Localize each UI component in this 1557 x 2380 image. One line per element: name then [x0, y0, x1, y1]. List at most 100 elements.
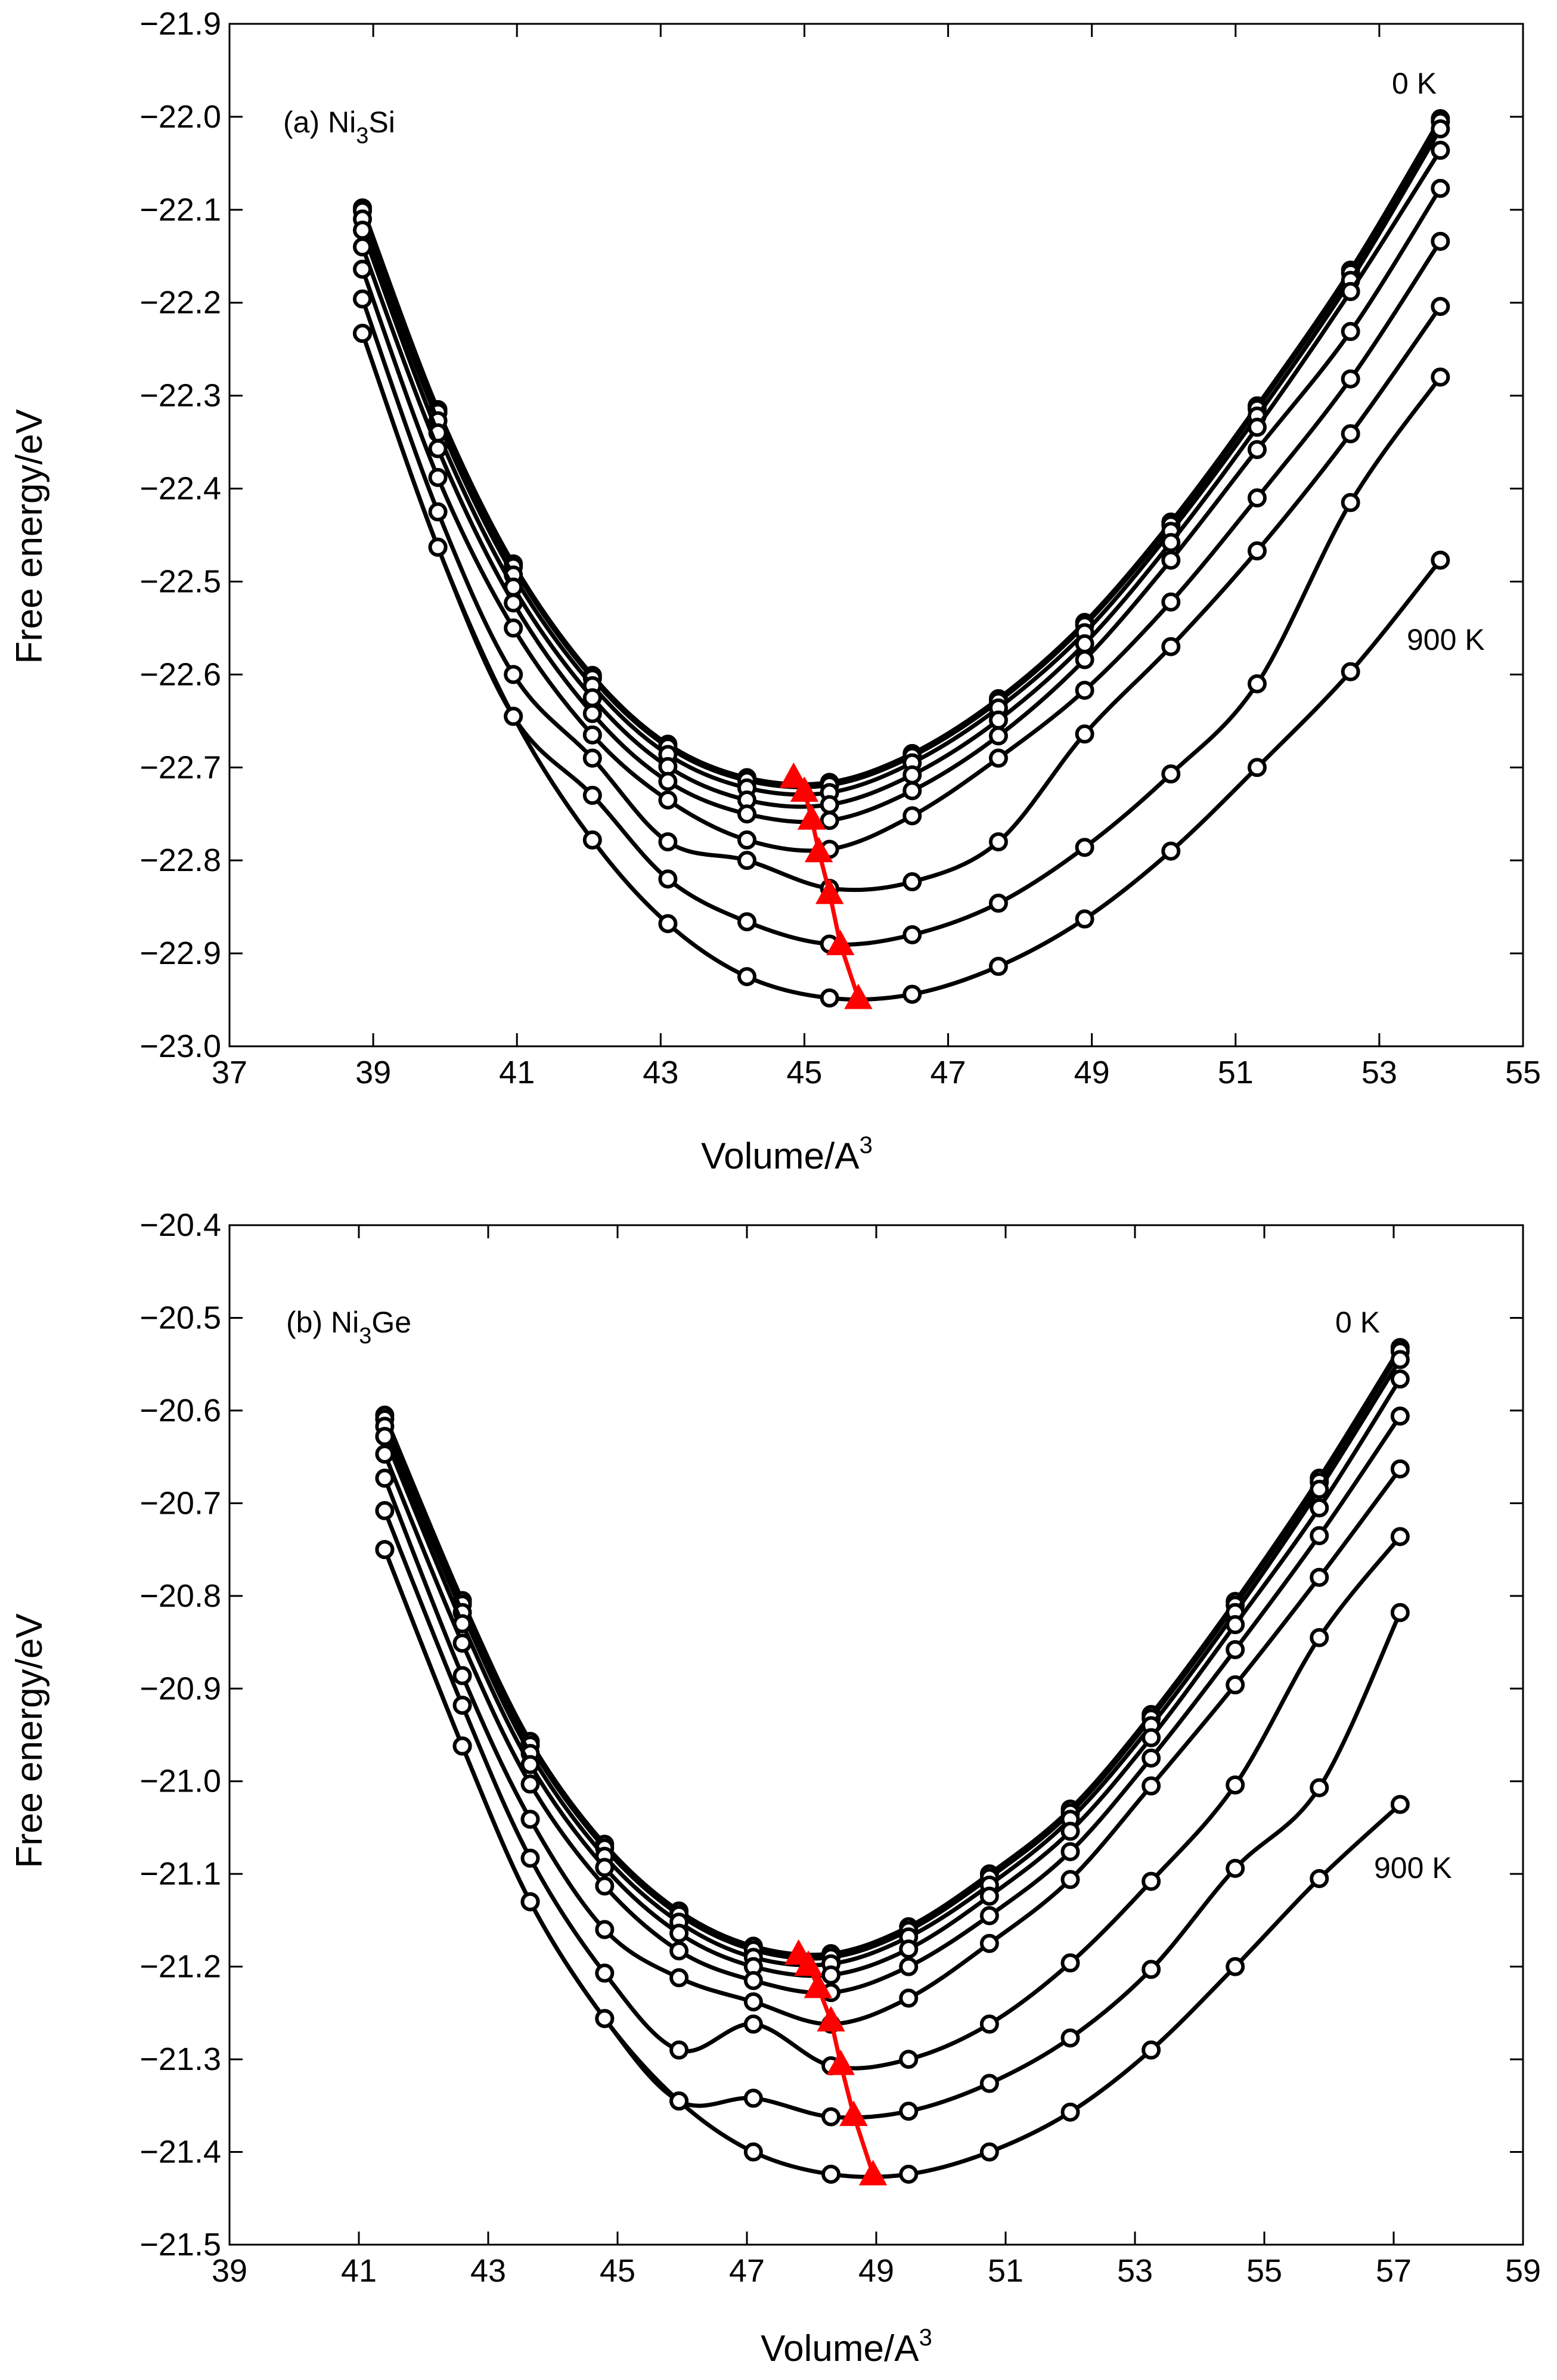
panel-a-data-point [902, 872, 922, 892]
panel-b-data-point [1142, 1871, 1161, 1891]
panel-a-data-point [1341, 322, 1360, 342]
panel-a-data-point [353, 324, 373, 343]
panel-b-series-900k [375, 1540, 1410, 2184]
panel-b-ytick-label: −20.7 [139, 1485, 221, 1521]
panel-a-data-point [658, 869, 678, 889]
panel-a-data-point [658, 771, 678, 791]
panel-a-data-point [1075, 724, 1094, 744]
panel-a-data-point [504, 706, 523, 726]
panel-b-data-point [669, 2040, 689, 2060]
panel-b-data-point [743, 2015, 763, 2034]
panel-a-ytick-label: −21.9 [139, 6, 221, 42]
panel-b-data-point [375, 1444, 395, 1464]
panel-a-data-point [1247, 440, 1267, 460]
panel-b-xtick-label: 45 [600, 2253, 635, 2289]
panel-b-data-point [595, 1920, 615, 1939]
panel-b-minimum-marker [804, 1972, 833, 1998]
panel-a-data-point [1431, 550, 1450, 570]
panel-a-series-300k [353, 141, 1450, 814]
panel-a-data-point [902, 984, 922, 1004]
panel-b-series-line [383, 1548, 1402, 2180]
panel-a-data-point [504, 665, 523, 684]
panel-b-data-point [1226, 1858, 1245, 1878]
panel-b-data-point [595, 1876, 615, 1896]
panel-b-xtick-label: 59 [1505, 2253, 1541, 2289]
panel-a-xtick-label: 47 [931, 1055, 966, 1090]
panel-a-data-point [902, 765, 922, 785]
panel-b-data-point [1310, 1567, 1329, 1587]
panel-b-xtick-label: 43 [470, 2253, 506, 2289]
panel-b-data-point [452, 1696, 472, 1715]
panel-b-data-point [1142, 1728, 1161, 1747]
panel-a-minimum-marker [826, 929, 855, 956]
panel-b-data-point [1060, 1821, 1080, 1841]
panel-b-data-point [669, 1941, 689, 1961]
panel-b-xtick-label: 51 [988, 2253, 1023, 2289]
panel-a-data-point [737, 830, 756, 850]
panel-b-xtick-label: 53 [1117, 2253, 1153, 2289]
panel-a-data-point [428, 439, 448, 458]
panel-b-data-point [1060, 1953, 1080, 1973]
panel-a-series-900k [353, 324, 1450, 1008]
panel-a-data-point [582, 830, 602, 850]
panel-b-data-point [1310, 1868, 1329, 1888]
panel-a-xtick-label: 53 [1361, 1055, 1397, 1090]
panel-b-data-point [1390, 1369, 1410, 1389]
panel-b-xtick-label: 57 [1376, 2253, 1412, 2289]
panel-a-annotation-900k: 900 K [1407, 623, 1485, 656]
panel-a-data-point [1247, 758, 1267, 777]
panel-b-data-point [375, 1540, 395, 1560]
panel-a: Free energy/eV Volume/A3 (a) Ni3Si 0 K 9… [9, 6, 1541, 1177]
panel-b-data-point [979, 2074, 999, 2093]
panel-b-data-point [1142, 1748, 1161, 1768]
panel-b-data-point [375, 1427, 395, 1446]
panel-a-data-point [353, 237, 373, 257]
panel-a-data-point [504, 618, 523, 638]
panel-b-data-point [595, 1858, 615, 1877]
panel-b-minimum-marker [826, 2049, 855, 2075]
panel-b-data-point [1226, 1640, 1245, 1659]
panel-b-data-point [520, 1755, 540, 1774]
panel-a-data-point [1341, 662, 1360, 681]
panel-a-data-point [737, 851, 756, 870]
panel-b-ytick-label: −20.9 [139, 1671, 221, 1706]
panel-b-annotation-900k: 900 K [1374, 1851, 1452, 1885]
panel-b-data-point [1310, 1526, 1329, 1545]
panel-b-data-point [1142, 1776, 1161, 1796]
panel-a-data-point [1075, 838, 1094, 857]
panel-a-data-point [428, 537, 448, 557]
panel-b-data-point [520, 1809, 540, 1829]
panel-b-data-point [1310, 1628, 1329, 1647]
panel-b-data-point [743, 1970, 763, 1990]
panel-b-data-point [1060, 1842, 1080, 1861]
panel-b-data-point [1060, 1870, 1080, 1889]
panel-a-data-point [428, 502, 448, 522]
panel-a-data-point [737, 967, 756, 987]
panel-b-series-400k [375, 1406, 1410, 2003]
panel-b-data-point [1390, 1603, 1410, 1622]
panel-b-ytick-label: −21.2 [139, 1949, 221, 1985]
panel-a-ytick-label: −22.6 [139, 656, 221, 692]
panel-b-data-point [669, 1923, 689, 1943]
panel-b-data-point [375, 1501, 395, 1520]
panel-a-data-point [1161, 532, 1181, 552]
panel-a-ytick-label: −22.4 [139, 471, 221, 507]
panel-a-data-point [582, 688, 602, 708]
panel-b-xtick-label: 49 [858, 2253, 894, 2289]
panel-a-data-point [820, 811, 839, 830]
panel-a-data-point [658, 914, 678, 934]
panel-a-xtick-label: 41 [499, 1055, 535, 1090]
panel-b-data-point [899, 1939, 919, 1959]
panel-b-data-point [899, 2164, 919, 2184]
panel-b-series-300k [375, 1369, 1410, 1985]
panel-b-ytick-label: −21.1 [139, 1856, 221, 1892]
panel-a-ytick-label: −22.0 [139, 99, 221, 135]
panel-a-data-point [1247, 417, 1267, 437]
panel-b-data-point [743, 2142, 763, 2162]
panel-a-ytick-label: −22.7 [139, 749, 221, 785]
panel-b-data-point [669, 1968, 689, 1988]
panel-b-data-point [375, 1468, 395, 1488]
panel-b-ytick-label: −20.8 [139, 1578, 221, 1614]
panel-a-xtick-label: 45 [786, 1055, 822, 1090]
panel-a-data-point [1431, 119, 1450, 139]
